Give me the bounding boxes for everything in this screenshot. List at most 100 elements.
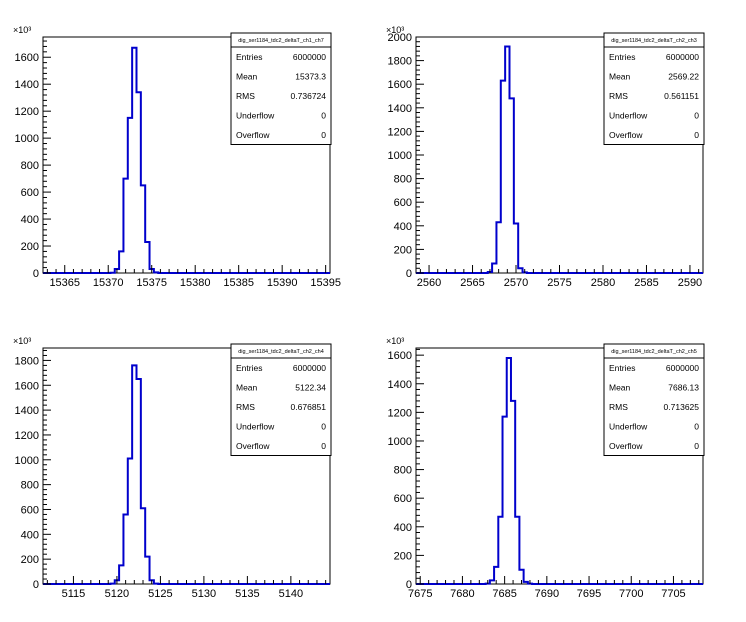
y-tick-label: 800 — [394, 465, 412, 477]
stats-value: 2569.22 — [668, 72, 699, 82]
y-exponent-label: ×10³ — [13, 336, 31, 346]
stats-box — [603, 343, 705, 456]
stats-value: 0 — [321, 111, 326, 121]
stats-value: 0.561151 — [664, 91, 699, 101]
stats-label: Underflow — [236, 422, 275, 432]
stats-value: 0 — [694, 422, 699, 432]
stats-value: 6000000 — [293, 52, 326, 62]
y-tick-label: 1400 — [388, 103, 412, 115]
stats-value: 0.736724 — [291, 91, 327, 101]
y-tick-label: 1000 — [15, 455, 39, 467]
x-tick-label: 7695 — [577, 588, 601, 600]
stats-value: 0.676851 — [291, 402, 327, 412]
y-tick-label: 600 — [21, 187, 39, 199]
x-tick-label: 5140 — [279, 588, 303, 600]
y-tick-label: 2000 — [388, 32, 412, 44]
stats-label: Overflow — [609, 441, 643, 451]
stats-label: RMS — [609, 91, 628, 101]
stats-value: 6000000 — [666, 52, 699, 62]
stats-box — [230, 343, 332, 456]
x-tick-label: 2570 — [504, 277, 528, 289]
pad-ch2-ch5: 7675 7680 7685 7690 7695 7700 7705 0 200 400 600 80… — [386, 336, 705, 600]
x-tick-label: 5125 — [148, 588, 172, 600]
stats-value: 6000000 — [293, 363, 326, 373]
pad-ch2-ch4: 5115 5120 5125 5130 5135 5140 0 200 400 600 800 100… — [13, 336, 332, 600]
x-tick-label: 7675 — [408, 588, 432, 600]
y-tick-label: 400 — [394, 522, 412, 534]
x-tick-label: 7685 — [492, 588, 516, 600]
stats-label: RMS — [609, 402, 628, 412]
stats-value: 0 — [694, 111, 699, 121]
x-tick-label: 2560 — [417, 277, 441, 289]
stats-label: Entries — [236, 52, 262, 62]
y-tick-label: 800 — [394, 174, 412, 186]
x-tick-label: 15385 — [223, 277, 254, 289]
pad-ch1-ch7: 15365 15370 15375 15380 15385 15390 15395 0 200 4… — [13, 25, 341, 289]
y-tick-label: 1200 — [388, 126, 412, 138]
x-tick-label: 15370 — [93, 277, 124, 289]
stats-label: Entries — [236, 363, 262, 373]
y-tick-label: 1600 — [15, 52, 39, 64]
x-tick-label: 2590 — [678, 277, 702, 289]
x-tick-label: 15380 — [180, 277, 211, 289]
stats-value: 0 — [321, 130, 326, 140]
stats-title: dig_ser1184_tdc2_deltaT_ch2_ch5 — [611, 349, 697, 355]
x-tick-label: 5115 — [62, 588, 86, 600]
y-exponent-label: ×10³ — [13, 25, 31, 35]
y-exponent-label: ×10³ — [386, 25, 404, 35]
y-tick-label: 1000 — [388, 150, 412, 162]
y-tick-label: 600 — [21, 504, 39, 516]
stats-value: 15373.3 — [295, 72, 326, 82]
stats-label: Underflow — [609, 111, 648, 121]
histogram-outline — [43, 364, 330, 585]
y-tick-label: 1000 — [388, 436, 412, 448]
x-tick-label: 2580 — [591, 277, 615, 289]
x-tick-label: 7680 — [450, 588, 474, 600]
x-tick-label: 15390 — [267, 277, 298, 289]
y-tick-label: 0 — [406, 268, 412, 280]
stats-box — [230, 32, 332, 145]
stats-value: 5122.34 — [295, 383, 326, 393]
stats-label: Entries — [609, 52, 635, 62]
y-tick-label: 1600 — [388, 350, 412, 362]
stats-label: Overflow — [236, 130, 270, 140]
y-tick-label: 1200 — [388, 407, 412, 419]
x-tick-label: 7705 — [661, 588, 685, 600]
stats-title: dig_ser1184_tdc2_deltaT_ch2_ch3 — [611, 38, 697, 44]
stats-value: 0.713625 — [664, 402, 700, 412]
y-tick-label: 200 — [21, 241, 39, 253]
y-tick-label: 1400 — [388, 379, 412, 391]
x-tick-label: 5135 — [235, 588, 259, 600]
x-tick-label: 7690 — [535, 588, 559, 600]
stats-label: Mean — [236, 383, 258, 393]
y-tick-label: 800 — [21, 480, 39, 492]
x-tick-label: 5130 — [192, 588, 216, 600]
stats-label: Mean — [609, 383, 631, 393]
stats-label: Mean — [236, 72, 258, 82]
y-tick-label: 400 — [394, 221, 412, 233]
stats-label: Overflow — [609, 130, 643, 140]
x-tick-label: 15375 — [136, 277, 167, 289]
y-tick-label: 1200 — [15, 430, 39, 442]
stats-label: Mean — [609, 72, 631, 82]
stats-label: Underflow — [609, 422, 648, 432]
y-tick-label: 600 — [394, 197, 412, 209]
x-tick-label: 2565 — [460, 277, 484, 289]
stats-title: dig_ser1184_tdc2_deltaT_ch2_ch4 — [238, 349, 324, 355]
x-tick-label: 15395 — [310, 277, 341, 289]
y-tick-label: 0 — [406, 579, 412, 591]
y-tick-label: 1400 — [15, 405, 39, 417]
y-tick-label: 200 — [21, 554, 39, 566]
y-tick-label: 400 — [21, 529, 39, 541]
x-tick-label: 2575 — [547, 277, 571, 289]
pad-ch2-ch3: 2560 2565 2570 2575 2580 2585 2590 0 200 400 600 80… — [386, 25, 705, 289]
stats-label: Entries — [609, 363, 635, 373]
y-tick-label: 1800 — [15, 355, 39, 367]
y-exponent-label: ×10³ — [386, 336, 404, 346]
y-tick-label: 1600 — [15, 380, 39, 392]
histogram-outline — [416, 45, 703, 274]
histogram-outline — [43, 46, 330, 274]
y-tick-label: 1200 — [15, 106, 39, 118]
y-tick-label: 400 — [21, 214, 39, 226]
